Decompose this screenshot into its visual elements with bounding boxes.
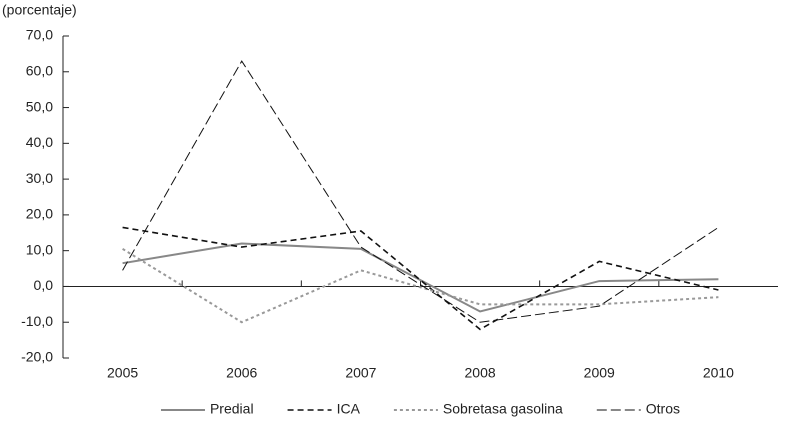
line-series (122, 226, 719, 331)
y-tick-label: 20,0 (26, 206, 53, 222)
y-axis-label: (porcentaje) (2, 2, 77, 18)
x-tick-label: 2009 (584, 365, 615, 381)
x-tick-label: 2008 (465, 365, 496, 381)
x-tick-label: 2007 (345, 365, 376, 381)
y-tick-label: -20,0 (21, 349, 53, 365)
y-tick-label: 10,0 (26, 241, 53, 257)
x-tick-label: 2010 (703, 365, 734, 381)
x-tick-label: 2005 (107, 365, 138, 381)
y-tick-label: 70,0 (26, 27, 53, 43)
legend-label: Predial (210, 401, 254, 417)
line-series (122, 60, 719, 323)
y-tick-label: 50,0 (26, 98, 53, 114)
y-tick-label: 0,0 (34, 277, 54, 293)
line-series (122, 248, 719, 324)
line-series (122, 242, 719, 313)
y-tick-label: 40,0 (26, 134, 53, 150)
y-tick-label: 30,0 (26, 170, 53, 186)
x-tick-label: 2006 (226, 365, 257, 381)
legend-label: Sobretasa gasolina (443, 401, 563, 417)
y-tick-label: -10,0 (21, 313, 53, 329)
y-tick-label: 60,0 (26, 62, 53, 78)
legend-label: ICA (337, 401, 361, 417)
legend-label: Otros (646, 401, 680, 417)
